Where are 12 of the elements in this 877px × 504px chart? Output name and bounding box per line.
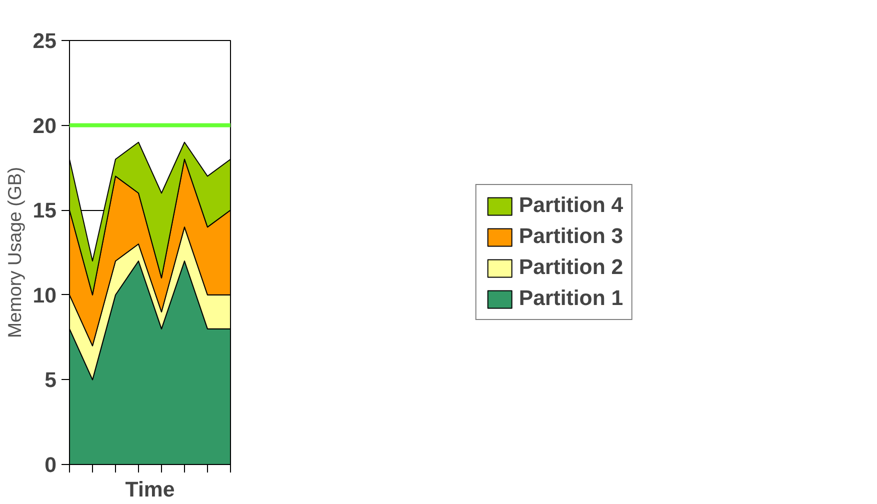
legend-label: Partition 1 xyxy=(518,286,624,311)
y-tick-label: 5 xyxy=(44,368,57,392)
y-tick-label: 0 xyxy=(44,453,57,477)
y-tick-label: 15 xyxy=(32,198,57,223)
x-axis-title: Time xyxy=(125,478,175,502)
y-tick-label: 10 xyxy=(32,283,57,308)
legend-label: Partition 3 xyxy=(518,224,624,249)
y-tick-label: 20 xyxy=(32,114,57,138)
y-tick-label: 25 xyxy=(32,29,57,53)
legend-label: Partition 4 xyxy=(518,193,624,218)
y-axis-title: Memory Usage (GB) xyxy=(4,166,25,338)
legend-label: Partition 2 xyxy=(518,255,624,280)
